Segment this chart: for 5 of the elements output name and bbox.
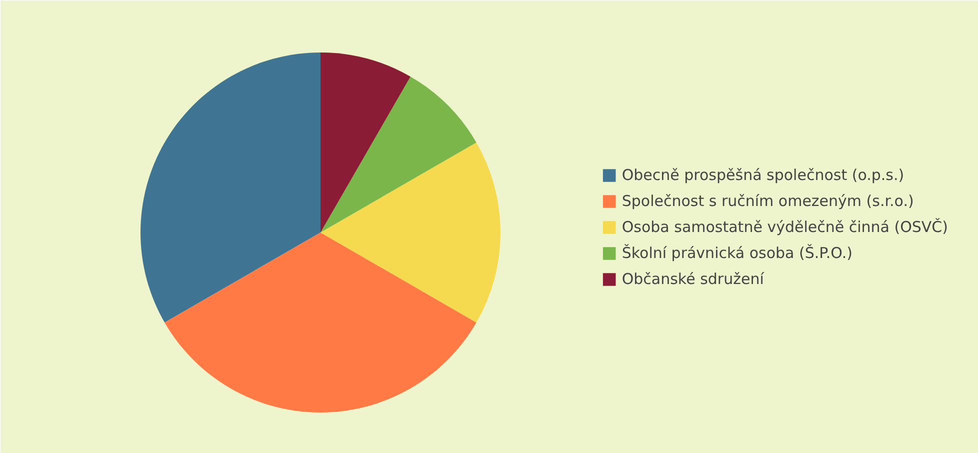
legend-label: Obecně prospěšná společnost (o.p.s.) <box>622 166 904 184</box>
legend-label: Společnost s ručním omezeným (s.r.o.) <box>622 192 914 210</box>
legend-label: Osoba samostatně výdělečně činná (OSVČ) <box>622 218 948 236</box>
legend-label: Občanské sdružení <box>622 270 764 288</box>
legend-label: Školní právnická osoba (Š.P.O.) <box>622 244 852 262</box>
